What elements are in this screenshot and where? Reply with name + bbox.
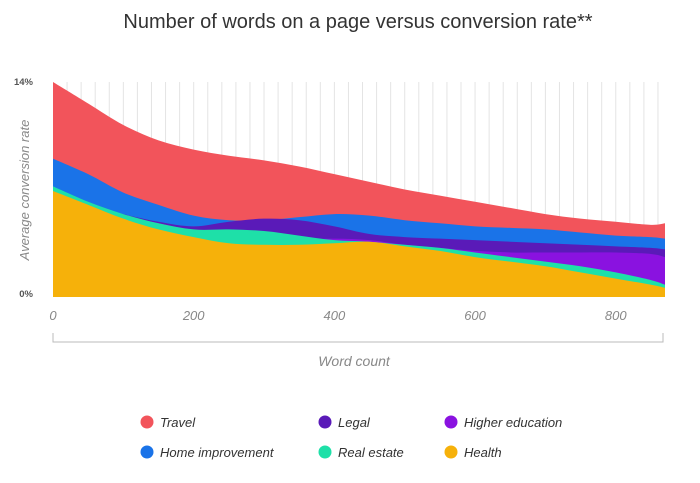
legend-item-travel: Travel <box>140 415 196 430</box>
y-axis-label: Average conversion rate <box>17 120 32 262</box>
legend-swatch <box>444 415 458 429</box>
chart-title: Number of words on a page versus convers… <box>123 11 592 33</box>
x-axis-label: Word count <box>318 353 391 369</box>
y-tick-label: 14% <box>14 77 34 88</box>
x-tick-label: 0 <box>49 308 57 323</box>
legend-swatch <box>444 445 458 459</box>
legend-swatch <box>318 445 332 459</box>
y-tick-label: 0% <box>19 289 33 300</box>
legend-label: Travel <box>160 415 196 430</box>
legend-label: Higher education <box>464 415 562 430</box>
legend-label: Legal <box>338 415 371 430</box>
legend-label: Real estate <box>338 445 404 460</box>
legend-item-health: Health <box>444 445 502 460</box>
legend-swatch <box>140 445 154 459</box>
x-axis-ticks: 0 200 400 600 800 <box>49 308 627 323</box>
y-axis-ticks: 0% 14% <box>14 77 34 300</box>
legend-item-home-improvement: Home improvement <box>140 445 275 460</box>
legend-item-legal: Legal <box>318 415 371 430</box>
x-tick-label: 600 <box>464 308 486 323</box>
x-axis-bracket <box>52 333 664 343</box>
legend-swatch <box>318 415 332 429</box>
legend: Travel Legal Higher education Home improvem… <box>140 415 562 460</box>
x-tick-label: 400 <box>324 308 346 323</box>
x-tick-label: 800 <box>605 308 627 323</box>
x-tick-label: 200 <box>182 308 205 323</box>
legend-swatch <box>140 415 154 429</box>
legend-item-real-estate: Real estate <box>318 445 404 460</box>
legend-label: Health <box>464 445 502 460</box>
area-health <box>53 191 665 297</box>
area-series <box>53 82 665 297</box>
legend-item-higher-education: Higher education <box>444 415 562 430</box>
legend-label: Home improvement <box>160 445 275 460</box>
